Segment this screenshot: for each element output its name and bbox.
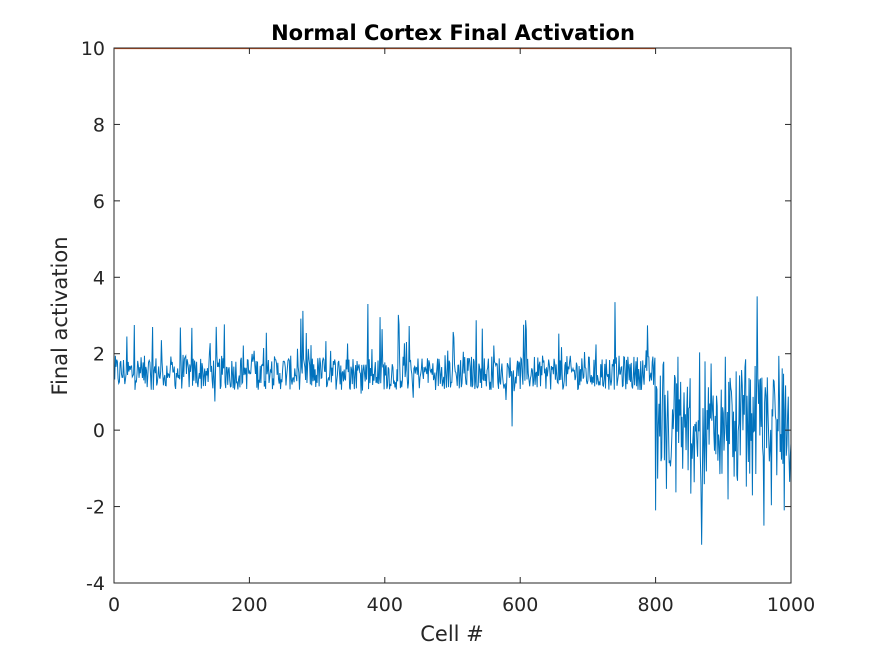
x-tick-label-2: 400 [367,594,403,616]
x-tick-label-5: 1000 [767,594,815,616]
y-tick-label-4: 4 [93,267,105,289]
x-tick-label-1: 200 [231,594,267,616]
y-axis-label: Final activation [48,236,72,395]
x-tick-label-0: 0 [108,594,120,616]
x-axis-label: Cell # [420,622,484,646]
chart-title: Normal Cortex Final Activation [271,21,635,45]
series-line-activation [114,296,792,545]
y-tick-label-0: -4 [86,573,105,595]
y-tick-label-5: 6 [93,191,105,213]
tick-layer: 0 200 400 600 800 1000 -4 -2 0 2 4 6 8 10 [81,38,815,616]
y-tick-label-3: 2 [93,344,105,366]
y-tick-label-6: 8 [93,114,105,136]
plot-area [114,48,791,583]
y-tick-label-2: 0 [93,420,105,442]
axes-box [113,47,792,584]
x-tick-label-4: 800 [637,594,673,616]
y-tick-label-1: -2 [86,497,105,519]
x-tick-label-3: 600 [502,594,538,616]
y-tick-label-7: 10 [81,38,105,60]
